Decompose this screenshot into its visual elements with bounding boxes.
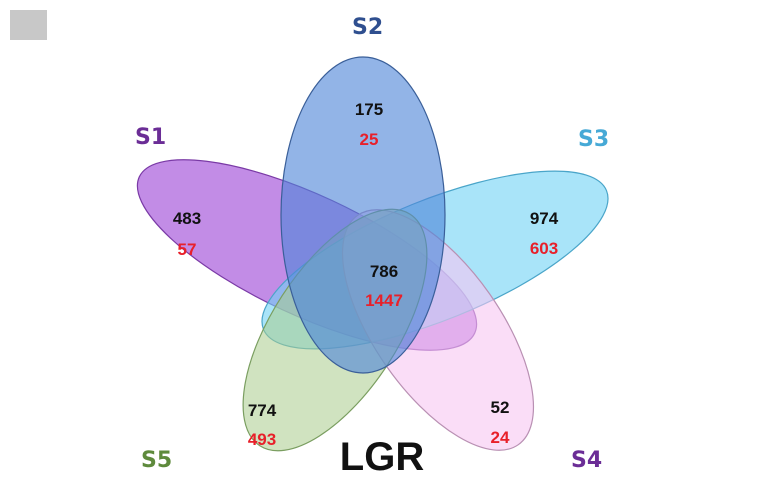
- count-S2-only-b: 25: [360, 130, 379, 149]
- count-S3-only-a: 974: [530, 209, 559, 228]
- set-S2-ellipse: [280, 56, 446, 374]
- count-S4-only-a: 52: [491, 398, 510, 417]
- set-label-S4: S4: [571, 448, 602, 473]
- count-S5-only-a: 774: [248, 401, 277, 420]
- count-S1-only-a: 483: [173, 209, 201, 228]
- count-S5-only-b: 493: [248, 430, 276, 449]
- set-label-S1: S1: [135, 125, 166, 150]
- count-S2-only-a: 175: [355, 100, 383, 119]
- diagram-title: LGR: [340, 435, 425, 479]
- set-label-S2: S2: [352, 15, 383, 40]
- count-all-a: 786: [370, 262, 398, 281]
- set-label-S3: S3: [578, 127, 609, 152]
- corner-placeholder-box: [10, 10, 47, 40]
- set-label-S5: S5: [141, 448, 172, 473]
- count-S1-only-b: 57: [178, 240, 197, 259]
- count-all-b: 1447: [365, 291, 403, 310]
- count-S3-only-b: 603: [530, 239, 558, 258]
- count-S4-only-b: 24: [491, 428, 510, 447]
